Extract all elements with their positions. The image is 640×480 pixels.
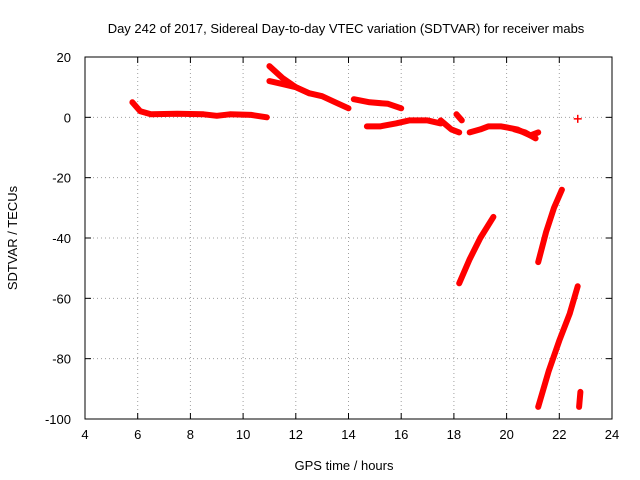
x-tick-label: 10 (236, 427, 250, 442)
track-13 (576, 388, 584, 410)
y-tick-label: 0 (64, 110, 71, 125)
y-axis-label: SDTVAR / TECUs (5, 185, 20, 290)
track-4 (350, 96, 405, 112)
data-series-layer (129, 63, 584, 410)
y-tick-label: -20 (52, 171, 71, 186)
track-2 (266, 63, 352, 112)
y-tick-label: -60 (52, 291, 71, 306)
x-axis-label: GPS time / hours (295, 458, 394, 473)
x-tick-label: 6 (134, 427, 141, 442)
track-9 (511, 126, 539, 142)
x-tick-label: 24 (605, 427, 619, 442)
track-12 (535, 283, 581, 410)
x-tick-label: 18 (447, 427, 461, 442)
y-tick-label: -80 (52, 352, 71, 367)
x-tick-label: 22 (552, 427, 566, 442)
x-tick-label: 20 (499, 427, 513, 442)
track-14 (573, 114, 582, 123)
track-3 (266, 78, 312, 97)
x-tick-label: 14 (341, 427, 355, 442)
x-tick-label: 12 (289, 427, 303, 442)
chart-title: Day 242 of 2017, Sidereal Day-to-day VTE… (108, 21, 585, 36)
track-10 (456, 213, 497, 287)
x-tick-label: 16 (394, 427, 408, 442)
y-tick-label: -100 (45, 412, 71, 427)
y-tick-label: 20 (57, 50, 71, 65)
track-7 (453, 111, 465, 124)
track-11 (535, 186, 565, 266)
x-tick-label: 8 (187, 427, 194, 442)
track-1 (129, 99, 270, 121)
x-tick-label: 4 (81, 427, 88, 442)
track-5 (363, 117, 444, 130)
axis-ticks: 4 6 8 10 12 14 16 18 20 22 24 20 0 -20 -40 -60 -80 -100 (45, 50, 619, 442)
track-6 (437, 117, 463, 136)
y-tick-label: -40 (52, 231, 71, 246)
grid-lines (85, 57, 612, 419)
